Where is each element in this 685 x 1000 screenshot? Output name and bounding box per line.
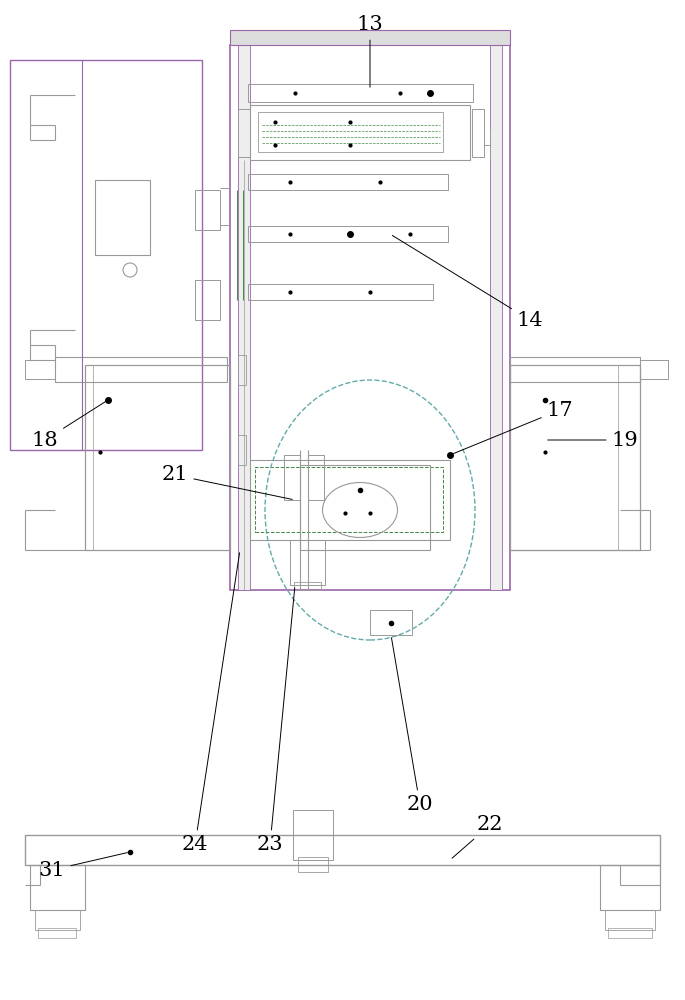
Bar <box>95 180 150 255</box>
Bar <box>25 360 55 379</box>
Bar <box>230 45 510 590</box>
Text: 18: 18 <box>32 401 105 450</box>
Bar <box>230 30 510 45</box>
Bar <box>472 109 484 157</box>
Text: 23: 23 <box>257 588 295 854</box>
Text: 22: 22 <box>452 816 503 858</box>
Bar <box>30 865 85 910</box>
Bar <box>600 865 660 910</box>
Text: 31: 31 <box>38 853 127 880</box>
Bar <box>298 857 328 872</box>
Bar <box>608 928 652 938</box>
Bar <box>238 45 250 590</box>
Bar <box>248 84 473 102</box>
Bar <box>195 280 220 320</box>
Bar <box>238 435 246 465</box>
Text: 17: 17 <box>453 400 573 454</box>
Bar <box>605 910 655 930</box>
Bar <box>250 105 470 160</box>
Bar <box>248 174 448 190</box>
Bar <box>510 365 640 550</box>
Bar <box>490 45 502 590</box>
Text: 13: 13 <box>357 15 384 87</box>
Text: 21: 21 <box>162 466 292 499</box>
Bar <box>25 835 660 865</box>
Bar <box>290 540 325 585</box>
Bar <box>293 810 333 860</box>
Bar <box>35 910 80 930</box>
Text: 24: 24 <box>182 553 240 854</box>
Bar <box>284 455 300 500</box>
Bar <box>10 60 202 450</box>
Bar <box>85 365 230 550</box>
Bar <box>238 109 250 157</box>
Bar <box>38 928 76 938</box>
Bar <box>55 357 227 382</box>
Bar <box>258 112 443 152</box>
Bar <box>238 355 246 385</box>
Bar <box>300 465 430 550</box>
Bar <box>255 467 443 532</box>
Bar <box>510 357 640 382</box>
Bar <box>294 582 321 590</box>
Bar <box>308 455 324 500</box>
Text: 19: 19 <box>548 430 638 450</box>
Bar <box>248 226 448 242</box>
Bar <box>370 610 412 635</box>
Bar <box>250 460 450 540</box>
Text: 14: 14 <box>393 235 543 330</box>
Bar <box>248 284 433 300</box>
Bar <box>640 360 668 379</box>
Text: 20: 20 <box>391 638 434 814</box>
Bar <box>195 190 220 230</box>
